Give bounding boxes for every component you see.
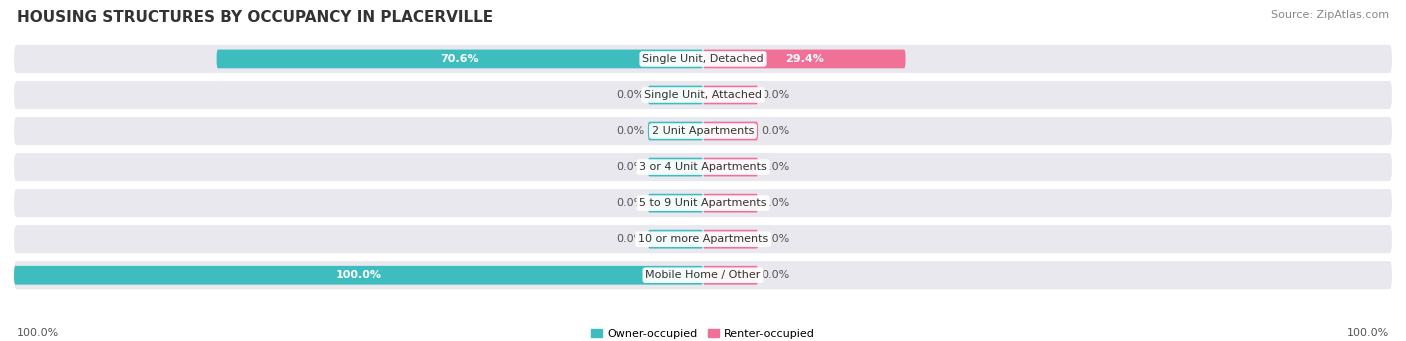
FancyBboxPatch shape [703, 266, 758, 285]
Text: 3 or 4 Unit Apartments: 3 or 4 Unit Apartments [640, 162, 766, 172]
FancyBboxPatch shape [14, 189, 1392, 217]
Text: 70.6%: 70.6% [440, 54, 479, 64]
Text: Mobile Home / Other: Mobile Home / Other [645, 270, 761, 280]
FancyBboxPatch shape [14, 261, 1392, 289]
FancyBboxPatch shape [14, 225, 1392, 253]
Text: 0.0%: 0.0% [616, 162, 644, 172]
FancyBboxPatch shape [703, 194, 758, 212]
FancyBboxPatch shape [14, 81, 1392, 109]
Text: 100.0%: 100.0% [1347, 328, 1389, 338]
FancyBboxPatch shape [648, 194, 703, 212]
FancyBboxPatch shape [703, 49, 905, 68]
Text: 0.0%: 0.0% [762, 126, 790, 136]
FancyBboxPatch shape [648, 86, 703, 104]
Text: 2 Unit Apartments: 2 Unit Apartments [652, 126, 754, 136]
Text: 0.0%: 0.0% [616, 90, 644, 100]
Text: 5 to 9 Unit Apartments: 5 to 9 Unit Apartments [640, 198, 766, 208]
FancyBboxPatch shape [648, 122, 703, 140]
FancyBboxPatch shape [648, 230, 703, 249]
FancyBboxPatch shape [703, 122, 758, 140]
FancyBboxPatch shape [703, 230, 758, 249]
FancyBboxPatch shape [648, 158, 703, 176]
Text: 29.4%: 29.4% [785, 54, 824, 64]
Text: 100.0%: 100.0% [17, 328, 59, 338]
FancyBboxPatch shape [14, 266, 703, 285]
Text: 100.0%: 100.0% [336, 270, 381, 280]
Text: HOUSING STRUCTURES BY OCCUPANCY IN PLACERVILLE: HOUSING STRUCTURES BY OCCUPANCY IN PLACE… [17, 10, 494, 25]
FancyBboxPatch shape [14, 117, 1392, 145]
Text: 0.0%: 0.0% [762, 270, 790, 280]
Text: 0.0%: 0.0% [616, 126, 644, 136]
FancyBboxPatch shape [14, 45, 1392, 73]
Text: Source: ZipAtlas.com: Source: ZipAtlas.com [1271, 10, 1389, 20]
FancyBboxPatch shape [217, 49, 703, 68]
Text: 0.0%: 0.0% [616, 198, 644, 208]
Legend: Owner-occupied, Renter-occupied: Owner-occupied, Renter-occupied [586, 324, 820, 341]
Text: 0.0%: 0.0% [762, 234, 790, 244]
FancyBboxPatch shape [703, 158, 758, 176]
Text: 0.0%: 0.0% [762, 90, 790, 100]
Text: Single Unit, Detached: Single Unit, Detached [643, 54, 763, 64]
Text: Single Unit, Attached: Single Unit, Attached [644, 90, 762, 100]
Text: 10 or more Apartments: 10 or more Apartments [638, 234, 768, 244]
Text: 0.0%: 0.0% [762, 162, 790, 172]
Text: 0.0%: 0.0% [762, 198, 790, 208]
Text: 0.0%: 0.0% [616, 234, 644, 244]
FancyBboxPatch shape [14, 153, 1392, 181]
FancyBboxPatch shape [703, 86, 758, 104]
